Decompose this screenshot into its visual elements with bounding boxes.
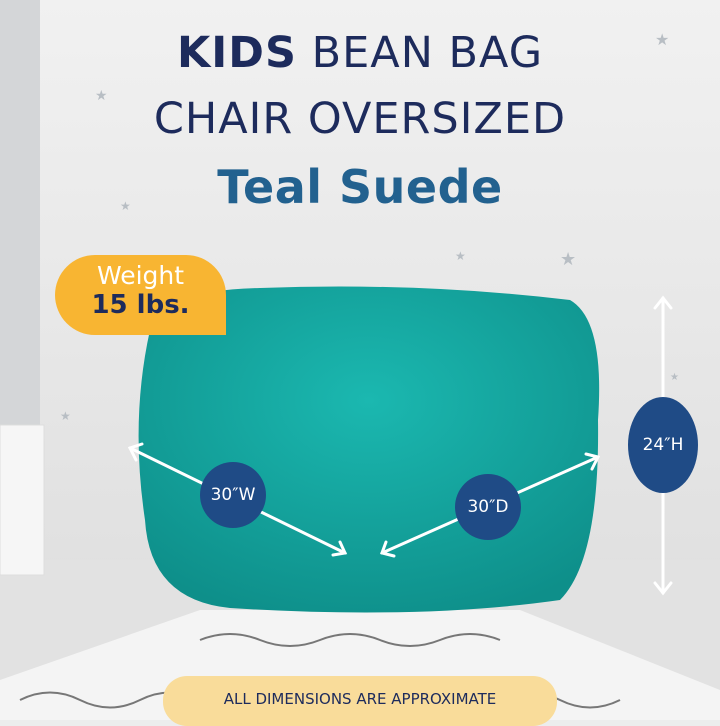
svg-text:★: ★ — [120, 199, 131, 213]
svg-text:★: ★ — [60, 409, 71, 423]
side-table — [0, 424, 45, 576]
width-dimension-badge: 30″W — [200, 462, 266, 528]
title-color: Teal Suede — [217, 160, 503, 214]
weight-label: Weight — [96, 261, 185, 290]
weight-value: 15 lbs. — [91, 290, 190, 320]
svg-text:★: ★ — [670, 372, 679, 383]
curtain — [0, 0, 40, 430]
svg-text:★: ★ — [95, 88, 108, 104]
svg-text:★: ★ — [655, 30, 669, 49]
title-bean-bag: BEAN BAG — [296, 28, 544, 78]
title-line-2: CHAIR OVERSIZED — [153, 94, 567, 144]
svg-text:★: ★ — [560, 249, 576, 270]
depth-dimension-badge: 30″D — [455, 474, 521, 540]
title-line-1: KIDS BEAN BAG — [0, 28, 720, 78]
height-dimension-badge: 24″H — [628, 397, 698, 493]
title-bold-kids: KIDS — [176, 28, 297, 78]
weight-badge: Weight 15 lbs. — [55, 255, 226, 335]
svg-text:★: ★ — [455, 249, 466, 263]
bean-bag — [138, 286, 600, 613]
approximate-dimensions-note: ALL DIMENSIONS ARE APPROXIMATE — [163, 676, 557, 726]
